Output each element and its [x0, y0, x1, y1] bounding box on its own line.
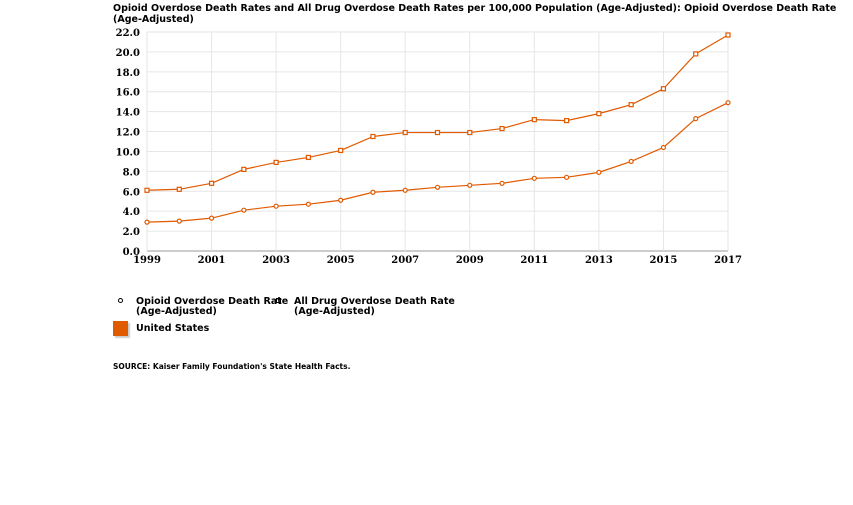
- data-point: [241, 207, 247, 213]
- x-tick-label: 1999: [133, 255, 161, 266]
- legend-item-all-drug[interactable]: All Drug Overdose Death Rate (Age-Adjust…: [294, 297, 455, 317]
- data-point: [499, 125, 505, 132]
- data-point: [693, 51, 699, 57]
- united-states-swatch: [113, 321, 128, 336]
- data-point: [434, 184, 441, 190]
- y-tick-label: 22.0: [116, 28, 140, 39]
- circle-marker-icon: [118, 298, 123, 303]
- data-point: [402, 187, 408, 193]
- data-point: [208, 215, 215, 221]
- data-point: [338, 147, 344, 154]
- data-point: [273, 203, 279, 209]
- y-tick-label: 4.0: [123, 207, 140, 218]
- data-point: [531, 175, 537, 181]
- data-point: [305, 154, 311, 161]
- data-point: [628, 102, 634, 108]
- data-point: [402, 129, 408, 136]
- data-point: [467, 182, 473, 188]
- y-tick-label: 10.0: [116, 147, 140, 158]
- legend-item-opioid[interactable]: Opioid Overdose Death Rate (Age-Adjusted…: [136, 297, 288, 317]
- data-point: [531, 116, 537, 123]
- x-tick-label: 2003: [262, 255, 290, 266]
- legend-label: (Age-Adjusted): [136, 306, 217, 317]
- data-point: [660, 144, 667, 151]
- square-marker-icon: [276, 298, 281, 303]
- y-tick-label: 2.0: [123, 227, 140, 238]
- data-point: [305, 201, 311, 207]
- data-point: [144, 219, 150, 225]
- data-point: [338, 197, 344, 203]
- data-point: [273, 159, 279, 166]
- legend-label: (Age-Adjusted): [294, 306, 375, 317]
- x-tick-label: 2015: [650, 255, 678, 266]
- data-point: [596, 111, 602, 117]
- data-point: [564, 174, 570, 180]
- data-point: [499, 180, 505, 186]
- legend-label: Opioid Overdose Death Rate: [136, 296, 289, 307]
- x-tick-label: 2001: [198, 255, 226, 266]
- legend-location[interactable]: United States: [136, 323, 210, 334]
- source-note: SOURCE: Kaiser Family Foundation's State…: [113, 362, 351, 371]
- x-tick-label: 2009: [456, 255, 484, 266]
- x-tick-label: 2013: [585, 255, 613, 266]
- series-line: [146, 102, 729, 223]
- line-chart: 0.0 2.0 4.0 6.0 8.0 10.0 12.0 14.0 16.0 18.0 20.0 2…: [116, 28, 742, 266]
- y-tick-label: 8.0: [123, 167, 140, 178]
- data-point: [144, 187, 150, 193]
- data-point: [370, 189, 376, 195]
- data-point: [660, 86, 667, 92]
- x-tick-label: 2017: [714, 255, 742, 266]
- data-point: [596, 169, 602, 175]
- chart-title: Opioid Overdose Death Rates and All Drug…: [113, 3, 837, 25]
- legend-label: All Drug Overdose Death Rate: [294, 296, 455, 307]
- data-point: [725, 32, 731, 38]
- data-point: [208, 180, 215, 186]
- y-tick-label: 12.0: [116, 128, 140, 139]
- x-tick-label: 2011: [520, 255, 548, 266]
- y-tick-label: 14.0: [116, 108, 140, 119]
- x-tick-label: 2007: [391, 255, 419, 266]
- y-tick-label: 20.0: [116, 48, 140, 59]
- y-tick-label: 18.0: [116, 68, 140, 79]
- series-line: [146, 34, 729, 191]
- y-tick-label: 16.0: [116, 88, 140, 99]
- data-point: [725, 100, 731, 106]
- data-point: [564, 117, 570, 124]
- data-point: [693, 116, 699, 122]
- data-point: [628, 158, 634, 165]
- data-point: [434, 129, 441, 136]
- y-tick-label: 6.0: [123, 187, 140, 198]
- data-point: [241, 166, 247, 172]
- data-point: [467, 129, 473, 136]
- y-tick-label: 0.0: [123, 247, 140, 258]
- data-point: [176, 218, 182, 224]
- data-point: [176, 186, 182, 192]
- data-point: [370, 133, 376, 140]
- x-tick-label: 2005: [327, 255, 355, 266]
